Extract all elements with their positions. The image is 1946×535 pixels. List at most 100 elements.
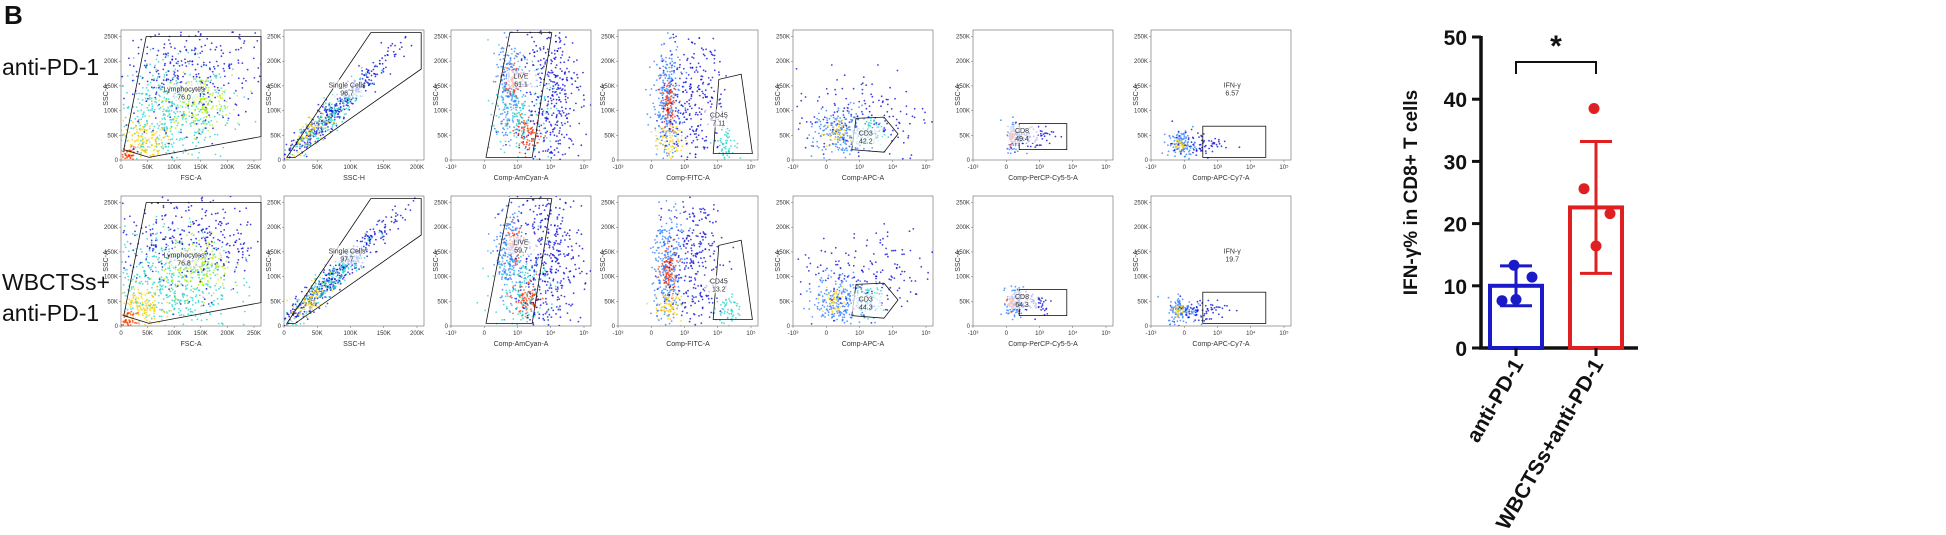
data-point	[1527, 272, 1538, 283]
x-tick-label: 100K	[167, 165, 181, 171]
gate-name-label: Single Cells	[329, 83, 366, 90]
x-tick-label: 100K	[167, 331, 181, 337]
y-tick-label: 10	[1444, 276, 1467, 299]
x-tick-label: 10³	[1213, 331, 1222, 337]
x-tick-label: 10³	[1213, 165, 1222, 171]
x-tick-label: 150K	[377, 165, 391, 171]
x-tick-label: 50K	[312, 165, 323, 171]
y-tick-label: 100K	[104, 275, 118, 281]
y-tick-label: 200K	[267, 59, 281, 65]
plot-frame	[973, 30, 1113, 160]
y-tick-label: 200K	[1134, 225, 1148, 231]
y-axis-label: SSC-A	[1133, 250, 1140, 272]
y-tick-label: 0	[612, 324, 616, 330]
x-tick-label: -10³	[613, 331, 624, 337]
y-tick-label: 0	[278, 324, 282, 330]
y-tick-label: 50K	[437, 133, 448, 139]
y-tick-label: 100K	[956, 109, 970, 115]
x-tick-label: -10³	[446, 165, 457, 171]
y-tick-label: 250K	[776, 35, 790, 41]
y-tick-label: 200K	[776, 225, 790, 231]
x-tick-label: 10⁴	[713, 164, 723, 171]
y-tick-label: 0	[445, 158, 449, 164]
y-axis-label: SSC-A	[600, 250, 607, 272]
x-tick-label: 150K	[194, 165, 208, 171]
gate-percent-label: 7.11	[712, 120, 725, 127]
y-tick-label: 200K	[601, 59, 615, 65]
y-tick-label: 200K	[434, 225, 448, 231]
x-tick-label: 200K	[220, 331, 234, 337]
y-axis-label: SSC-A	[266, 84, 273, 106]
y-tick-label: 0	[612, 158, 616, 164]
gate-name-label: CD3	[859, 297, 873, 304]
significance-label: *	[1550, 30, 1562, 63]
x-axis-label: FSC-A	[181, 175, 202, 182]
y-tick-label: 50K	[437, 299, 448, 305]
gate-percent-label: 6.57	[1225, 91, 1239, 98]
y-tick-label: 250K	[1134, 35, 1148, 41]
x-tick-label: 10⁵	[746, 330, 756, 337]
y-tick-label: 0	[787, 158, 791, 164]
y-axis-label: SSC-A	[775, 84, 782, 106]
y-tick-label: 100K	[1134, 275, 1148, 281]
y-tick-label: 100K	[1134, 109, 1148, 115]
y-tick-label: 0	[115, 158, 119, 164]
gate-name-label: CD8	[1015, 294, 1029, 301]
x-tick-label: 100K	[343, 331, 357, 337]
x-tick-label: -10³	[788, 331, 799, 337]
y-tick-label: 30	[1444, 151, 1467, 174]
gate-name-label: LIVE	[513, 239, 529, 246]
y-tick-label: 250K	[267, 201, 281, 207]
y-tick-label: 250K	[1134, 201, 1148, 207]
gate-percent-label: 76.8	[177, 260, 191, 267]
gate-percent-label: 49.4	[1015, 136, 1029, 143]
gate-name-label: CD45	[710, 112, 728, 119]
y-axis-label: SSC-A	[1133, 84, 1140, 106]
y-axis-label: SSC-A	[600, 84, 607, 106]
data-point	[1579, 183, 1590, 194]
gate-percent-label: 76.0	[177, 94, 191, 101]
gate-name-label: CD45	[710, 278, 728, 285]
plot-frame	[618, 30, 758, 160]
y-tick-label: 100K	[601, 109, 615, 115]
y-tick-label: 50	[1444, 27, 1467, 50]
y-axis-label: SSC-A	[433, 250, 440, 272]
gate-percent-label: 97.7	[340, 257, 354, 264]
x-tick-label: -10³	[446, 331, 457, 337]
y-axis-label: SSC-A	[103, 84, 110, 106]
x-tick-label: 10⁵	[921, 330, 931, 337]
x-tick-label: 0	[1183, 331, 1187, 337]
row-label-line: anti-PD-1	[2, 298, 110, 329]
x-tick-label: 0	[650, 165, 654, 171]
x-tick-label: 200K	[410, 331, 424, 337]
x-tick-label: 10⁴	[1246, 330, 1256, 337]
x-tick-label: 10⁵	[921, 164, 931, 171]
x-tick-label: 10⁵	[1279, 330, 1289, 337]
data-point	[1605, 208, 1616, 219]
x-tick-label: 10³	[1035, 331, 1044, 337]
row-label-anti-pd1: anti-PD-1	[2, 52, 99, 83]
gate-percent-label: 96.7	[340, 91, 354, 98]
x-tick-label: 10⁴	[1068, 330, 1078, 337]
x-tick-label: 10⁵	[1101, 164, 1111, 171]
x-tick-label: 50K	[142, 331, 153, 337]
x-axis-label: SSC-H	[343, 341, 365, 348]
y-tick-label: 0	[1145, 158, 1149, 164]
x-axis-label: Comp-FITC-A	[666, 175, 710, 182]
y-tick-label: 100K	[267, 275, 281, 281]
x-tick-label: -10³	[968, 331, 979, 337]
y-tick-label: 100K	[104, 109, 118, 115]
x-tick-label: 150K	[194, 331, 208, 337]
